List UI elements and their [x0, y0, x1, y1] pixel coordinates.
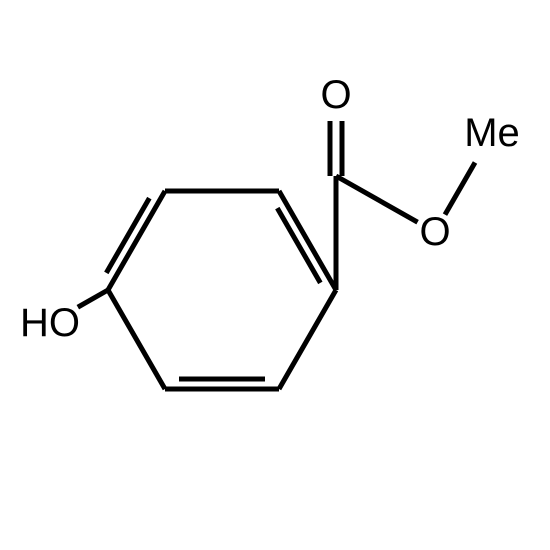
bond: [108, 191, 165, 290]
bond: [277, 208, 320, 283]
bond: [445, 162, 475, 214]
atom-label-o9: O: [419, 210, 450, 254]
atom-label-o8: O: [320, 73, 351, 117]
bond: [336, 176, 418, 222]
atom-label-ho: HO: [20, 301, 80, 345]
bond: [108, 290, 165, 389]
bond: [106, 198, 149, 273]
atom-label-me: Me: [464, 111, 520, 155]
chemical-structure: O O HO Me: [0, 0, 550, 550]
bond: [279, 290, 336, 389]
bond: [78, 290, 108, 307]
bond: [279, 191, 336, 290]
